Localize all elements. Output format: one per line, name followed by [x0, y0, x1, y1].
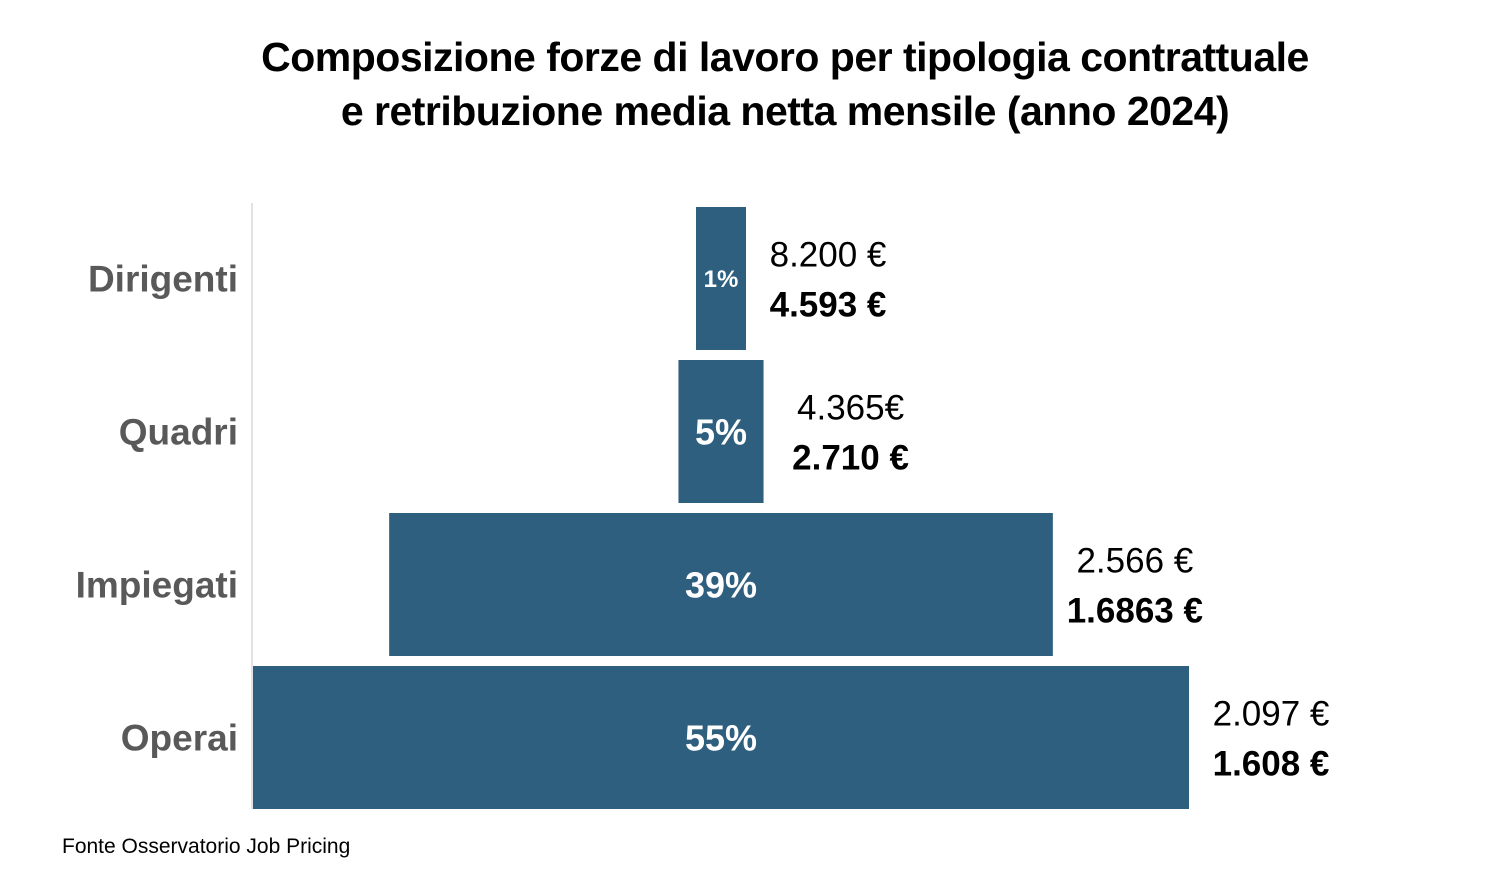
bar-quadri	[678, 360, 764, 503]
category-label: Quadri	[119, 412, 238, 453]
net-salary-label: 4.593 €	[770, 286, 887, 325]
net-salary-label: 2.710 €	[792, 439, 909, 478]
gross-salary-label: 8.200 €	[770, 236, 887, 275]
source-note: Fonte Osservatorio Job Pricing	[62, 835, 351, 858]
net-salary-label: 1.6863 €	[1067, 592, 1203, 631]
data-label: 5%	[695, 411, 747, 452]
data-label: 1%	[704, 266, 739, 293]
data-label: 55%	[685, 717, 757, 758]
chart-title-line-2: e retribuzione media netta mensile (anno…	[340, 88, 1230, 134]
gross-salary-label: 4.365€	[797, 389, 904, 428]
net-salary-label: 1.608 €	[1213, 745, 1330, 784]
bar-impiegati	[389, 513, 1053, 656]
bar-operai	[253, 666, 1189, 809]
gross-salary-label: 2.097 €	[1213, 695, 1330, 734]
chart-title-line-1: Composizione forze di lavoro per tipolog…	[261, 34, 1309, 80]
bar-dirigenti	[696, 207, 746, 350]
category-label: Dirigenti	[88, 259, 238, 300]
gross-salary-label: 2.566 €	[1076, 542, 1193, 581]
data-label: 39%	[685, 564, 757, 605]
category-label: Operai	[121, 718, 238, 759]
category-label: Impiegati	[76, 565, 238, 606]
chart-title: Composizione forze di lavoro per tipolog…	[150, 30, 1420, 138]
